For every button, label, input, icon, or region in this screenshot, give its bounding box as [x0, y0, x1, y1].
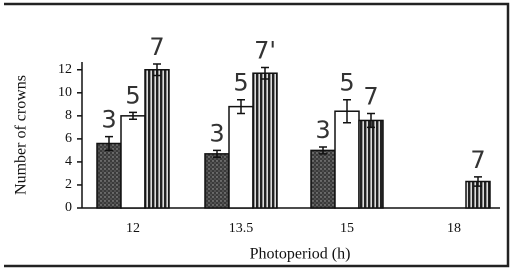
x-tick-label: 18	[447, 221, 461, 236]
y-tick-label: 4	[65, 154, 72, 169]
bar	[120, 115, 146, 209]
error-bar	[319, 146, 327, 155]
error-bar	[474, 176, 482, 187]
handwritten-label: 7'	[254, 36, 276, 64]
handwritten-label: 3	[101, 106, 116, 134]
bar	[358, 119, 384, 209]
bar	[228, 105, 254, 209]
bar	[96, 142, 122, 209]
handwritten-label: 7	[470, 146, 485, 174]
error-bar	[129, 111, 137, 121]
y-tick-label: 2	[65, 177, 72, 192]
error-bar	[237, 98, 245, 115]
y-tick-label: 0	[65, 200, 72, 215]
error-bar	[261, 66, 269, 80]
error-bar	[105, 135, 113, 152]
bar	[204, 153, 230, 209]
scan-frame	[4, 2, 510, 268]
y-tick-label: 8	[65, 108, 72, 123]
handwritten-label: 7	[363, 83, 378, 111]
y-tick-label: 6	[65, 131, 72, 146]
y-tick-label: 10	[58, 85, 72, 100]
x-tick-label: 13.5	[229, 221, 254, 236]
error-bar	[213, 149, 221, 159]
handwritten-label: 3	[315, 116, 330, 144]
error-bar	[153, 63, 161, 77]
bar	[310, 149, 336, 209]
error-bar	[367, 112, 375, 129]
handwritten-label: 3	[209, 119, 224, 147]
handwritten-label: 7	[149, 33, 164, 61]
x-axis-title: Photoperiod (h)	[250, 246, 351, 263]
y-axis-title: Number of crowns	[13, 75, 30, 195]
handwritten-label: 5	[233, 69, 248, 97]
handwritten-label: 5	[339, 69, 354, 97]
error-bar	[343, 98, 351, 124]
x-tick-label: 12	[126, 221, 140, 236]
bar	[334, 110, 360, 209]
handwritten-label: 5	[125, 81, 140, 109]
x-tick-label: 15	[340, 221, 354, 236]
bar	[252, 72, 278, 209]
y-tick-label: 12	[58, 62, 72, 77]
bar	[144, 69, 170, 209]
